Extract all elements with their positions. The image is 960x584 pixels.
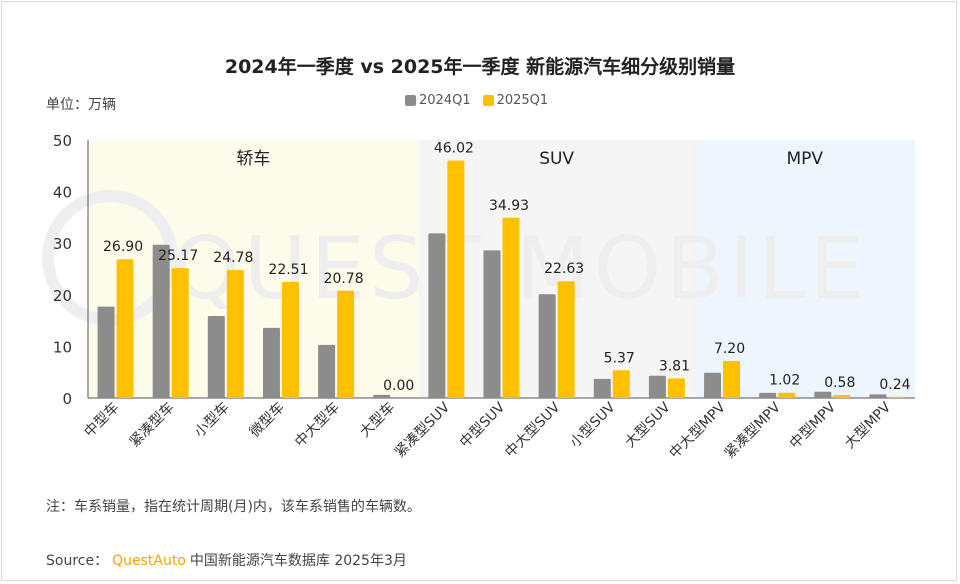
x-tick-label-11: 中大型MPV (667, 399, 730, 462)
data-label-2025q1-14: 0.24 (879, 377, 910, 393)
bar-2025q1-3 (281, 281, 299, 398)
bar-2024q1-4 (318, 344, 336, 398)
bar-2024q1-2 (207, 315, 225, 398)
bar-2025q1-4 (337, 290, 355, 398)
data-label-2025q1-9: 5.37 (604, 350, 635, 366)
data-label-2025q1-10: 3.81 (659, 358, 690, 374)
group-label-0: 轿车 (236, 149, 270, 169)
x-tick-label-3: 微型车 (246, 399, 288, 441)
bar-2024q1-9 (593, 378, 611, 398)
bar-2025q1-12 (778, 392, 796, 398)
bar-2024q1-12 (759, 392, 777, 398)
legend: 2024Q1 2025Q1 (405, 93, 548, 108)
bar-2024q1-11 (704, 372, 722, 398)
bar-2024q1-6 (428, 233, 446, 398)
y-tick-label-20: 20 (53, 287, 72, 305)
data-label-2025q1-7: 34.93 (489, 198, 529, 214)
data-label-2025q1-13: 0.58 (824, 375, 855, 391)
bar-2025q1-7 (502, 217, 520, 398)
source-prefix: Source： (46, 553, 109, 569)
bar-2024q1-1 (152, 244, 170, 398)
legend-label-2024q1: 2024Q1 (419, 93, 471, 108)
group-label-2: MPV (786, 149, 823, 169)
source-brand: QuestAuto (112, 553, 186, 569)
bar-2024q1-14 (869, 394, 887, 398)
bar-2025q1-0 (116, 259, 134, 398)
bar-2025q1-10 (667, 378, 685, 398)
bar-2025q1-6 (447, 160, 465, 398)
legend-item-2025q1: 2025Q1 (482, 93, 549, 108)
x-tick-label-14: 大型MPV (842, 399, 895, 452)
y-tick-label-40: 40 (53, 184, 72, 202)
y-tick-label-10: 10 (53, 338, 72, 356)
legend-swatch-2024q1 (405, 95, 416, 106)
group-panel-0 (88, 140, 419, 398)
footnote: 注：车系销量，指在统计周期(月)内，该车系销售的车辆数。 (46, 499, 421, 515)
source-line: Source： QuestAuto 中国新能源汽车数据库 2025年3月 (46, 550, 407, 570)
x-tick-label-6: 紧凑型SUV (391, 399, 453, 461)
group-panel-1 (418, 140, 695, 398)
bar-2025q1-8 (557, 281, 575, 398)
x-tick-label-5: 大型车 (356, 399, 398, 441)
data-label-2025q1-0: 26.90 (103, 239, 143, 255)
bar-2025q1-1 (171, 268, 189, 398)
x-tick-label-0: 中型车 (81, 399, 123, 441)
y-tick-label-30: 30 (53, 235, 72, 253)
bar-2024q1-3 (262, 327, 280, 398)
legend-item-2024q1: 2024Q1 (405, 93, 471, 108)
source-text: 中国新能源汽车数据库 2025年3月 (189, 553, 407, 569)
x-tick-label-4: 中大型车 (291, 399, 343, 451)
bar-2025q1-14 (888, 396, 906, 398)
bar-2025q1-2 (226, 270, 244, 398)
x-tick-label-7: 中型SUV (457, 399, 509, 451)
bar-2025q1-13 (833, 395, 851, 398)
legend-swatch-2025q1 (482, 95, 494, 106)
legend-label-2025q1: 2025Q1 (496, 93, 549, 108)
x-tick-label-12: 紧凑型MPV (721, 399, 784, 462)
group-panel-2 (694, 140, 915, 398)
x-tick-label-1: 紧凑型车 (126, 399, 178, 451)
data-label-2025q1-5: 0.00 (383, 378, 414, 394)
bar-2024q1-8 (538, 294, 556, 398)
bar-2024q1-0 (97, 306, 115, 398)
data-label-2025q1-2: 24.78 (213, 250, 253, 266)
x-tick-label-13: 中型MPV (787, 399, 840, 452)
bar-2024q1-10 (648, 375, 666, 398)
data-label-2025q1-11: 7.20 (714, 341, 745, 357)
bar-2024q1-7 (483, 250, 501, 398)
bar-2025q1-11 (723, 360, 741, 398)
data-label-2025q1-8: 22.63 (544, 261, 584, 277)
x-tick-label-8: 中大型SUV (502, 399, 564, 461)
x-tick-label-2: 小型车 (191, 399, 233, 441)
data-label-2025q1-1: 25.17 (158, 248, 198, 264)
bar-2024q1-13 (814, 391, 832, 398)
data-label-2025q1-6: 46.02 (434, 141, 474, 157)
y-tick-label-50: 50 (53, 132, 72, 150)
data-label-2025q1-4: 20.78 (324, 271, 364, 287)
x-tick-label-9: 小型SUV (567, 399, 619, 451)
y-tick-label-0: 0 (62, 390, 72, 408)
bar-2025q1-9 (612, 370, 630, 398)
chart-title: 2024年一季度 vs 2025年一季度 新能源汽车细分级别销量 (224, 56, 736, 78)
unit-label: 单位：万辆 (46, 97, 116, 113)
bar-2024q1-5 (373, 394, 391, 398)
data-label-2025q1-12: 1.02 (769, 373, 800, 389)
group-label-1: SUV (539, 149, 574, 169)
data-label-2025q1-3: 22.51 (268, 262, 308, 278)
x-tick-label-10: 大型SUV (622, 399, 674, 451)
